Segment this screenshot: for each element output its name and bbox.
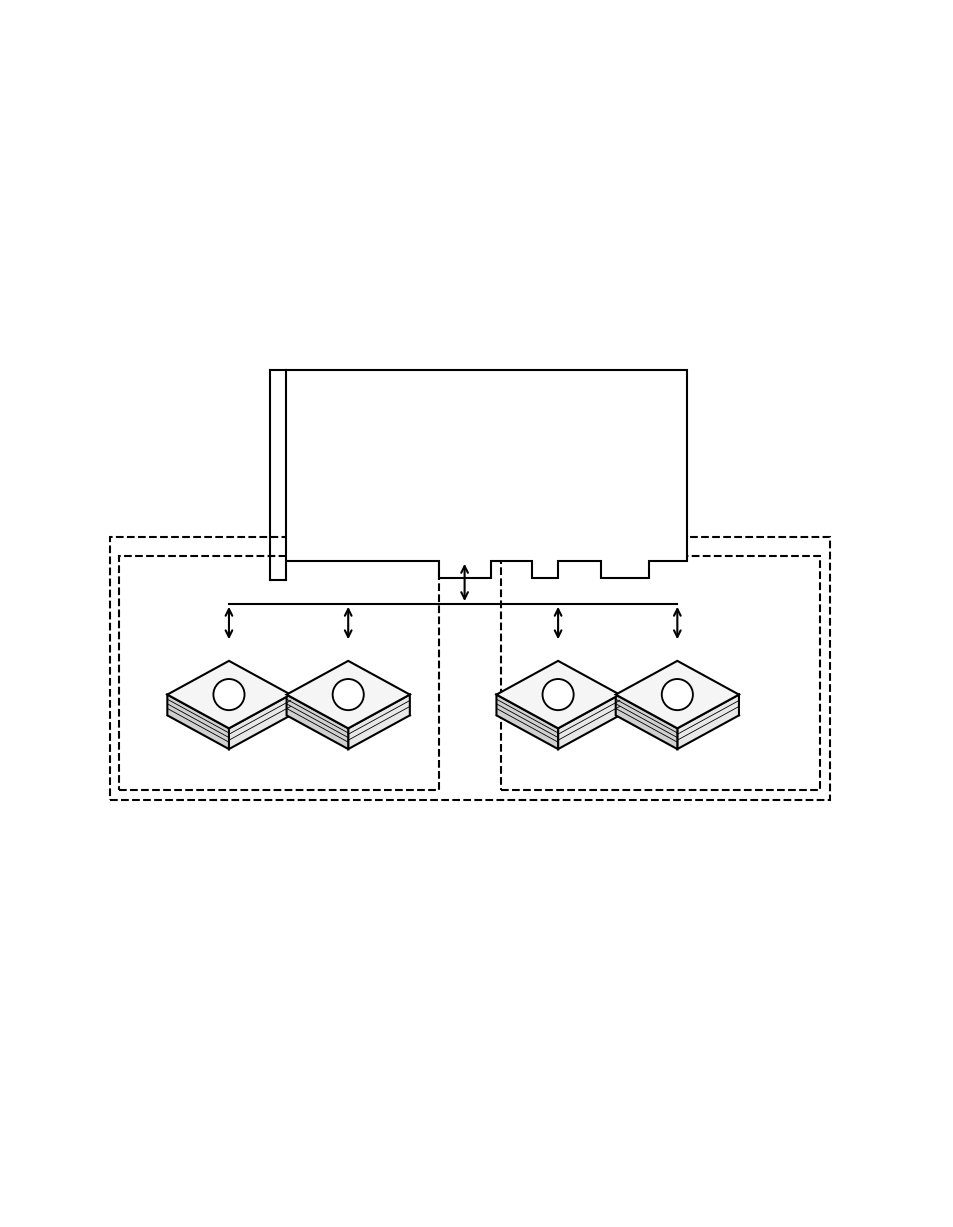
Circle shape <box>542 679 573 710</box>
Circle shape <box>661 679 692 710</box>
Polygon shape <box>286 371 686 578</box>
Polygon shape <box>286 661 410 729</box>
Polygon shape <box>615 694 677 748</box>
Polygon shape <box>167 661 291 729</box>
Polygon shape <box>677 694 739 748</box>
Polygon shape <box>167 694 229 748</box>
Circle shape <box>333 679 363 710</box>
Polygon shape <box>286 694 348 748</box>
Polygon shape <box>558 694 619 748</box>
Bar <box>110 537 829 800</box>
Polygon shape <box>348 694 410 748</box>
Bar <box>500 556 820 790</box>
Bar <box>119 556 438 790</box>
Circle shape <box>213 679 244 710</box>
Polygon shape <box>615 661 739 729</box>
Polygon shape <box>496 661 619 729</box>
Polygon shape <box>229 694 291 748</box>
Polygon shape <box>496 694 558 748</box>
